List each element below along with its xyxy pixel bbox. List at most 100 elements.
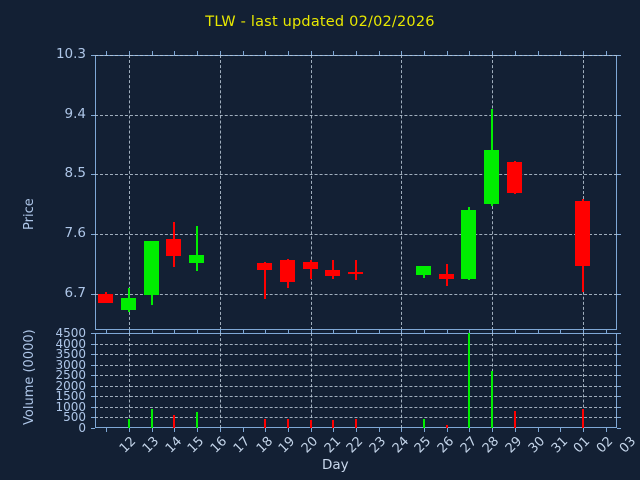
candle-body[interactable]	[166, 239, 181, 257]
day-tick-label: 28	[479, 434, 503, 457]
day-tick-label: 27	[457, 434, 481, 457]
price-tick-label: 10.3	[55, 46, 86, 62]
volume-bar[interactable]	[582, 409, 584, 428]
volume-axis-tick	[617, 375, 621, 376]
candle-body[interactable]	[189, 255, 204, 264]
price-x-tick	[538, 51, 539, 55]
volume-bar[interactable]	[468, 333, 470, 428]
day-tick-label: 31	[548, 434, 572, 457]
day-tick-label: 24	[389, 434, 413, 457]
volume-x-tick	[379, 329, 380, 333]
candle-body[interactable]	[416, 265, 431, 275]
volume-x-tick	[583, 329, 584, 333]
volume-x-tick	[265, 329, 266, 333]
volume-x-tick	[243, 329, 244, 333]
volume-bar[interactable]	[173, 414, 175, 428]
volume-x-tick	[265, 428, 266, 432]
volume-x-tick	[515, 428, 516, 432]
price-x-tick	[265, 51, 266, 55]
day-tick-label: 21	[321, 434, 345, 457]
volume-x-tick	[492, 428, 493, 432]
day-tick-label: 29	[502, 434, 526, 457]
volume-bar[interactable]	[264, 419, 266, 428]
price-x-tick	[220, 51, 221, 55]
volume-tick-label: 0	[78, 421, 86, 435]
price-x-tick	[447, 51, 448, 55]
volume-x-tick	[220, 428, 221, 432]
price-axis-tick	[617, 55, 621, 56]
candle-body[interactable]	[98, 293, 113, 303]
volume-x-tick	[311, 329, 312, 333]
volume-axis-tick	[91, 354, 95, 355]
volume-x-tick	[560, 428, 561, 432]
volume-bar[interactable]	[151, 408, 153, 428]
volume-bar[interactable]	[423, 418, 425, 428]
volume-bar[interactable]	[128, 419, 130, 428]
candle-wick	[310, 260, 312, 279]
day-tick-label: 15	[184, 434, 208, 457]
volume-axis-tick	[91, 428, 95, 429]
volume-x-tick	[424, 428, 425, 432]
volume-bar[interactable]	[287, 418, 289, 428]
day-tick-label: 25	[411, 434, 435, 457]
volume-x-tick	[197, 428, 198, 432]
candle-body[interactable]	[121, 298, 136, 311]
volume-axis-tick	[617, 428, 621, 429]
day-tick-label: 03	[616, 434, 640, 457]
volume-x-tick	[469, 428, 470, 432]
day-tick-label: 22	[343, 434, 367, 457]
day-tick-label: 14	[162, 434, 186, 457]
volume-x-tick	[515, 329, 516, 333]
volume-x-tick	[152, 329, 153, 333]
candle-body[interactable]	[144, 240, 159, 295]
volume-x-tick	[288, 428, 289, 432]
volume-bar[interactable]	[196, 411, 198, 428]
price-x-tick	[243, 51, 244, 55]
price-x-tick	[469, 51, 470, 55]
volume-tick-label: 500	[63, 410, 86, 424]
volume-x-tick	[356, 329, 357, 333]
volume-bar[interactable]	[355, 419, 357, 428]
candle-body[interactable]	[303, 261, 318, 270]
price-axis-tick	[617, 174, 621, 175]
candle-body[interactable]	[484, 150, 499, 205]
price-axis-tick	[617, 234, 621, 235]
volume-x-tick	[447, 329, 448, 333]
volume-tick-label: 1500	[55, 389, 86, 403]
volume-x-tick	[379, 428, 380, 432]
candle-body[interactable]	[325, 269, 340, 277]
volume-axis-tick	[91, 375, 95, 376]
volume-bar[interactable]	[491, 371, 493, 428]
candle-wick	[355, 260, 357, 281]
price-x-tick	[401, 51, 402, 55]
volume-axis-tick	[91, 344, 95, 345]
volume-x-tick	[174, 428, 175, 432]
candle-body[interactable]	[439, 273, 454, 279]
candle-body[interactable]	[280, 260, 295, 282]
volume-axis-tick	[617, 396, 621, 397]
price-x-tick	[424, 51, 425, 55]
volume-x-tick	[356, 428, 357, 432]
volume-axis-tick	[617, 417, 621, 418]
volume-bar[interactable]	[514, 411, 516, 428]
day-tick-label: 12	[116, 434, 140, 457]
candle-body[interactable]	[461, 210, 476, 279]
candle-body[interactable]	[507, 162, 522, 193]
price-x-tick	[492, 51, 493, 55]
volume-tick-label: 3000	[55, 358, 86, 372]
price-tick-label: 7.6	[64, 225, 86, 241]
volume-bar[interactable]	[446, 425, 448, 428]
price-x-tick	[606, 51, 607, 55]
candle-body[interactable]	[348, 272, 363, 275]
candle-body[interactable]	[575, 200, 590, 266]
candle-wick	[332, 260, 334, 279]
candle-body[interactable]	[257, 263, 272, 271]
price-axis-tick	[617, 294, 621, 295]
volume-x-tick	[469, 329, 470, 333]
price-x-tick	[174, 51, 175, 55]
day-tick-label: 20	[298, 434, 322, 457]
volume-bar[interactable]	[310, 419, 312, 428]
volume-x-tick	[606, 329, 607, 333]
volume-bar[interactable]	[332, 419, 334, 428]
price-x-tick	[288, 51, 289, 55]
